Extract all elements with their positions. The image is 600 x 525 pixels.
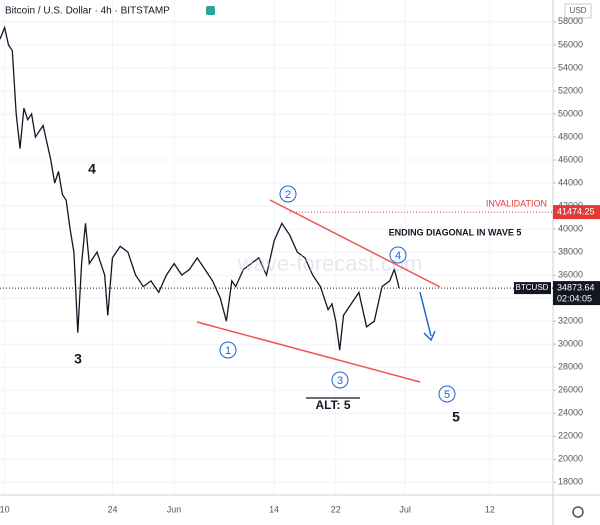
invalidation-label: INVALIDATION bbox=[486, 198, 547, 208]
price-badge bbox=[553, 281, 600, 306]
y-tick-label: 28000 bbox=[558, 362, 583, 372]
x-tick-label: 12 bbox=[485, 504, 495, 514]
wave-label: 4 bbox=[88, 161, 96, 177]
wave-labels: 4 3 ALT: 5 5 ENDING DIAGONAL IN WAVE 5 bbox=[74, 161, 521, 425]
y-tick-label: 24000 bbox=[558, 408, 583, 418]
alt-label: ALT: 5 bbox=[315, 398, 350, 412]
y-tick-label: 46000 bbox=[558, 154, 583, 164]
y-tick-label: 54000 bbox=[558, 62, 583, 72]
status-icon bbox=[206, 6, 215, 15]
y-tick-label: 20000 bbox=[558, 454, 583, 464]
y-tick-label: 56000 bbox=[558, 39, 583, 49]
upper-trendline bbox=[269, 199, 441, 288]
y-tick-label: 38000 bbox=[558, 246, 583, 256]
y-tick-label: 48000 bbox=[558, 131, 583, 141]
arrow-head bbox=[423, 330, 436, 342]
x-tick-label: 24 bbox=[107, 504, 117, 514]
wave-label: 5 bbox=[452, 409, 460, 425]
price-value: 34873.64 bbox=[557, 282, 595, 292]
wave-label: 1 bbox=[225, 345, 231, 357]
wave-label: 5 bbox=[444, 389, 450, 401]
wave-label: 2 bbox=[285, 189, 291, 201]
wave-label: 3 bbox=[337, 375, 343, 387]
symbol-label: BTCUSD bbox=[516, 283, 549, 292]
wave-circle bbox=[331, 371, 349, 389]
wave-circle bbox=[219, 341, 237, 359]
wave-circle bbox=[438, 385, 456, 403]
countdown: 02:04:05 bbox=[557, 293, 592, 303]
x-tick-label: 22 bbox=[331, 504, 341, 514]
wave-label: 4 bbox=[395, 250, 401, 262]
wave-circle bbox=[279, 185, 297, 203]
invalidation-value: 41474.25 bbox=[557, 206, 595, 216]
plot-area bbox=[0, 0, 553, 495]
circle-labels: 2 4 1 3 5 bbox=[225, 189, 450, 401]
lower-trendline bbox=[196, 321, 421, 383]
invalidation-badge bbox=[553, 205, 600, 220]
y-tick-label: 30000 bbox=[558, 339, 583, 349]
wave-circle bbox=[389, 246, 407, 264]
y-tick-label: 32000 bbox=[558, 316, 583, 326]
y-tick-label: 50000 bbox=[558, 108, 583, 118]
y-tick-label: 40000 bbox=[558, 223, 583, 233]
x-tick-label: Jun bbox=[167, 504, 182, 514]
x-tick-label: 14 bbox=[269, 504, 279, 514]
y-tick-label: 22000 bbox=[558, 431, 583, 441]
circles bbox=[219, 185, 456, 403]
x-tick-label: Jul bbox=[399, 504, 411, 514]
symbol-badge bbox=[514, 282, 551, 295]
price-line bbox=[0, 25, 400, 351]
pattern-label: ENDING DIAGONAL IN WAVE 5 bbox=[389, 227, 522, 237]
currency: USD bbox=[570, 6, 587, 15]
wave-label: 3 bbox=[74, 351, 82, 367]
y-tick-label: 52000 bbox=[558, 85, 583, 95]
watermark: wave-forecast.com bbox=[237, 251, 423, 276]
y-tick-label: 44000 bbox=[558, 177, 583, 187]
arrow bbox=[419, 291, 432, 337]
currency-box bbox=[564, 3, 592, 19]
y-tick-label: 26000 bbox=[558, 385, 583, 395]
y-tick-label: 18000 bbox=[558, 477, 583, 487]
chart-title: Bitcoin / U.S. Dollar · 4h · BITSTAMP bbox=[5, 6, 170, 17]
settings-icon[interactable] bbox=[572, 506, 584, 518]
y-tick-label: 58000 bbox=[558, 16, 583, 26]
y-tick-label: 36000 bbox=[558, 270, 583, 280]
x-tick-label: 10 bbox=[0, 504, 10, 514]
